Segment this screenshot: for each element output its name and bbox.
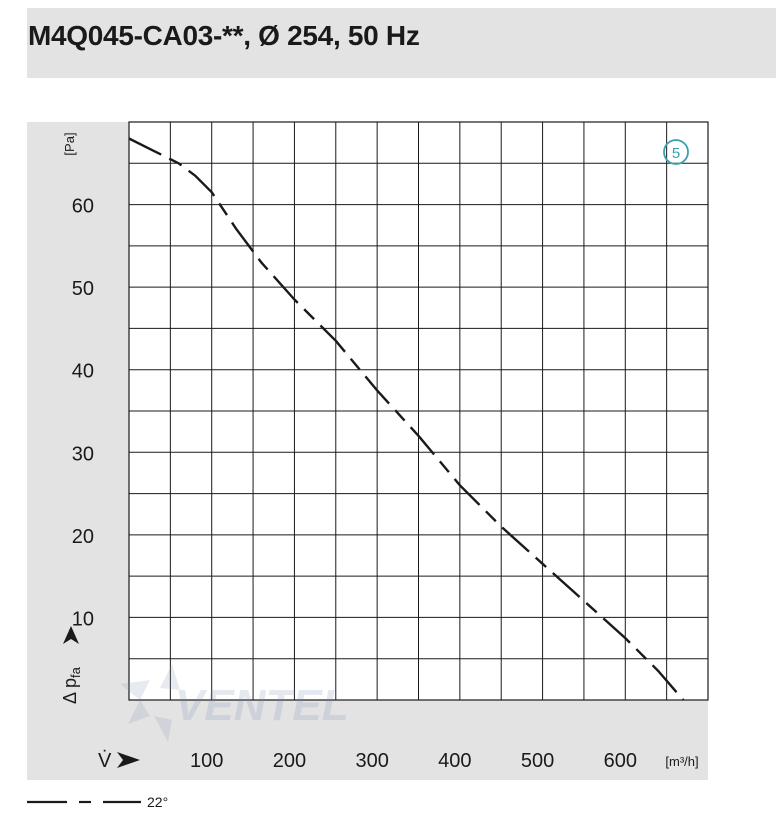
watermark-text: VENTEL xyxy=(175,681,349,730)
y-tick-labels: 10 20 30 40 50 60 xyxy=(72,196,94,631)
page-title: M4Q045-CA03-**, Ø 254, 50 Hz xyxy=(28,20,420,51)
x-axis-panel xyxy=(27,700,708,780)
title-bar xyxy=(27,8,776,78)
y-axis-title: Δ pfa xyxy=(60,626,83,704)
badge: 5 xyxy=(663,139,689,165)
series-curve xyxy=(128,137,685,701)
y-axis-title-text: Δ pfa xyxy=(60,666,83,704)
x-axis-arrow-icon xyxy=(117,752,140,768)
x-axis-title-text: V̇ xyxy=(98,750,112,772)
plot-border xyxy=(128,121,709,701)
y-tick-label: 40 xyxy=(72,361,94,383)
watermark-logo: VENTEL xyxy=(120,664,349,742)
grid-lines xyxy=(128,121,709,701)
badge-circle xyxy=(663,139,689,165)
legend-line xyxy=(27,800,141,804)
x-tick-label: 100 xyxy=(190,750,223,772)
y-tick-label: 10 xyxy=(72,608,94,630)
y-tick-label: 30 xyxy=(72,443,94,465)
x-tick-label: 300 xyxy=(355,750,388,772)
x-tick-label: 500 xyxy=(521,750,554,772)
x-tick-label: 600 xyxy=(604,750,637,772)
y-axis-panel xyxy=(27,122,129,780)
x-axis-title: V̇ xyxy=(98,750,140,772)
x-tick-label: 200 xyxy=(273,750,306,772)
y-tick-label: 20 xyxy=(72,526,94,548)
y-tick-label: 60 xyxy=(72,196,94,218)
x-unit-label: [m³/h] xyxy=(665,754,698,769)
x-tick-labels: 100 200 300 400 500 600 xyxy=(190,750,637,772)
y-unit-label: [Pa] xyxy=(62,132,77,155)
series-line xyxy=(128,137,685,701)
badge-label: 5 xyxy=(672,145,680,162)
y-axis-arrow-icon xyxy=(63,626,79,644)
x-tick-label: 400 xyxy=(438,750,471,772)
y-tick-label: 50 xyxy=(72,278,94,300)
legend-label: 22° xyxy=(147,794,169,810)
